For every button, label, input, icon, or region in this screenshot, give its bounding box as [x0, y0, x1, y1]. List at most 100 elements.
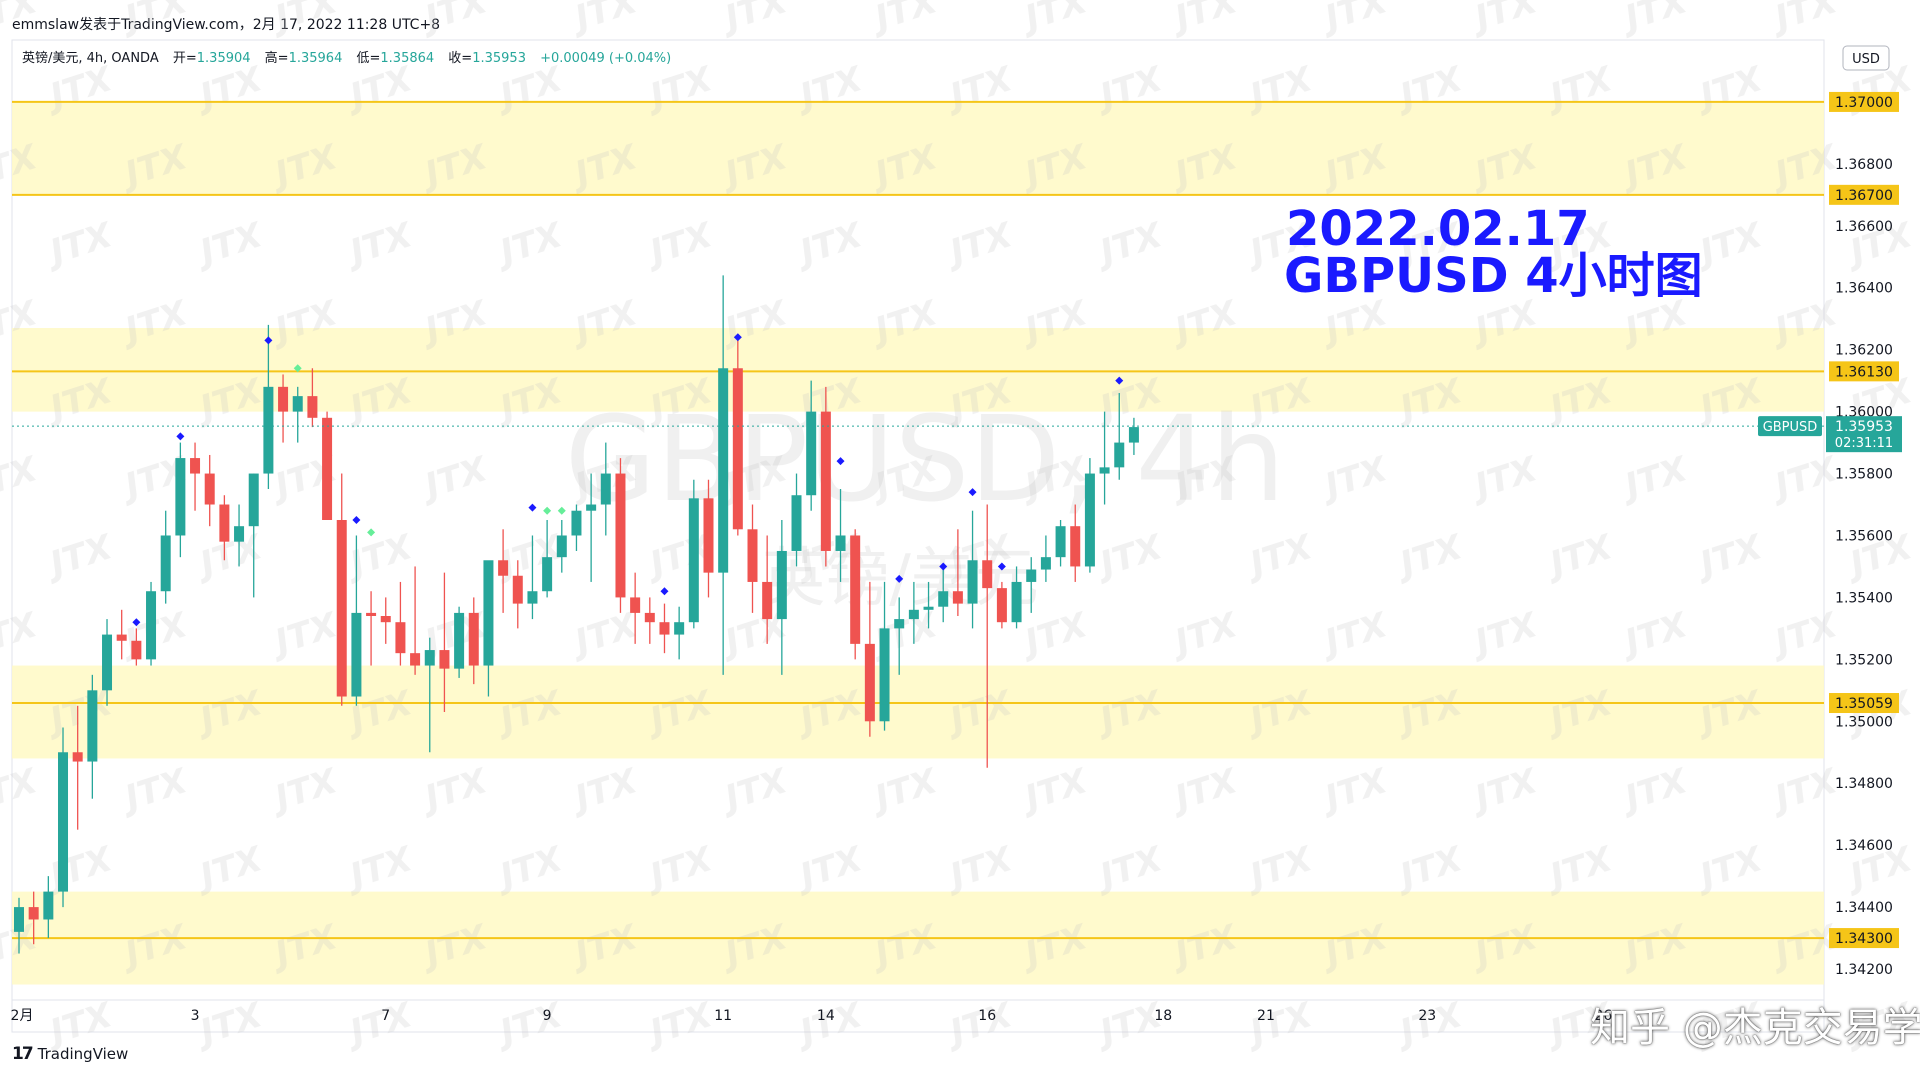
level-tags-layer: 1.37000 1.36700 1.36130 1.35059 1.34300: [1829, 91, 1899, 949]
price-tick-11: 1.36400: [1835, 281, 1893, 297]
jtx-mark-6: JTX: [865, 0, 944, 40]
candle-body-2: [43, 891, 54, 920]
signal-marker-11: [836, 457, 845, 466]
candle-37: [556, 520, 567, 573]
candle-body-17: [263, 386, 274, 474]
annotation-date: 2022.02.17: [1286, 201, 1590, 257]
currency-button-label[interactable]: USD: [1852, 52, 1880, 67]
jtx-mark-113: JTX: [1315, 605, 1394, 665]
jtx-mark-81: JTX: [415, 449, 494, 509]
signal-marker-3: [352, 516, 361, 524]
legend-high: 1.35964: [289, 51, 343, 66]
candle-body-32: [483, 560, 494, 666]
legend-symbol: 英镑/美元, 4h, OANDA: [22, 50, 159, 66]
currency-button[interactable]: USD: [1842, 45, 1890, 71]
candle-15: [234, 504, 245, 567]
legend-close-label: 收=: [448, 51, 472, 66]
level-tag-1: 1.36700: [1829, 184, 1899, 205]
candle-body-10: [160, 535, 171, 592]
currency-button-bg[interactable]: [1842, 45, 1890, 71]
jtx-mark-87: JTX: [1315, 449, 1394, 509]
jtx-mark-108: JTX: [565, 605, 644, 665]
candle-body-7: [116, 634, 127, 641]
jtx-mark-106: JTX: [265, 605, 344, 665]
signal-marker-15: [997, 562, 1006, 571]
last-price-symbol: GBPUSD: [1763, 420, 1818, 435]
candle-body-34: [512, 575, 523, 604]
candle-69: [1026, 557, 1037, 613]
level-tag-label-0: 1.37000: [1835, 95, 1893, 111]
candle-body-11: [175, 458, 186, 536]
jtx-mark-12: JTX: [1765, 0, 1844, 40]
candle-body-62: [923, 606, 934, 610]
candle-50: [747, 504, 758, 613]
jtx-mark-149: JTX: [940, 839, 1019, 899]
jtx-mark-132: JTX: [265, 761, 344, 821]
candle-body-31: [468, 612, 479, 666]
jtx-mark-5: JTX: [715, 0, 794, 40]
candle-body-13: [204, 473, 215, 505]
price-tick-0: 1.34200: [1835, 962, 1893, 978]
legend-open: 1.35904: [197, 51, 251, 66]
jtx-mark-89: JTX: [1615, 449, 1694, 509]
candle-body-23: [351, 612, 362, 697]
candle-35: [527, 535, 538, 620]
signal-marker-2: [293, 364, 302, 373]
symbol-watermark: GBPUSD, 4h: [565, 390, 1286, 528]
time-tick-6: 16: [978, 1008, 996, 1024]
jtx-mark-39: JTX: [40, 215, 119, 275]
legend-open-label: 开=: [173, 51, 197, 66]
candle-body-73: [1084, 473, 1095, 567]
candle-58: [864, 581, 875, 737]
candle-9: [146, 581, 157, 666]
jtx-mark-136: JTX: [865, 761, 944, 821]
jtx-mark-101: JTX: [1540, 527, 1619, 587]
candle-body-29: [439, 650, 450, 669]
candle-70: [1040, 535, 1051, 582]
candle-14: [219, 495, 230, 561]
candle-body-9: [146, 591, 157, 660]
candle-60: [894, 597, 905, 675]
signal-marker-8: [557, 506, 566, 515]
candle-body-0: [14, 907, 24, 932]
candle-44: [659, 603, 670, 654]
candle-body-54: [806, 411, 817, 496]
candle-body-46: [688, 498, 699, 623]
price-tick-5: 1.35200: [1835, 652, 1893, 668]
candle-59: [879, 581, 890, 731]
jtx-mark-130: JTX: [0, 761, 43, 821]
candle-54: [806, 380, 817, 511]
candle-body-25: [380, 616, 391, 623]
candle-body-68: [1011, 581, 1022, 623]
candle-0: [14, 897, 24, 954]
candle-11: [175, 442, 186, 558]
price-tick-1: 1.34400: [1835, 900, 1893, 916]
legend-high-label: 高=: [265, 50, 289, 66]
candle-body-71: [1055, 526, 1066, 558]
level-tag-0: 1.37000: [1829, 91, 1899, 112]
legend-close: 1.35953: [472, 51, 526, 66]
candle-71: [1055, 520, 1066, 567]
candle-body-75: [1114, 442, 1125, 468]
jtx-mark-147: JTX: [640, 839, 719, 899]
candle-64: [952, 529, 963, 616]
candle-16: [248, 473, 259, 598]
author-caption: emmslaw发表于TradingView.com，2月 17, 2022 11…: [12, 17, 441, 33]
candle-body-40: [600, 473, 611, 505]
jtx-mark-146: JTX: [490, 839, 569, 899]
time-tick-9: 23: [1418, 1008, 1436, 1024]
ohlc-legend: 英镑/美元, 4h, OANDA 开=1.35904 高=1.35964 低=1…: [22, 50, 671, 66]
jtx-mark-42: JTX: [490, 215, 569, 275]
jtx-mark-150: JTX: [1090, 839, 1169, 899]
candle-body-50: [747, 529, 758, 582]
candle-66: [982, 504, 993, 768]
candle-48: [718, 275, 729, 675]
tradingview-logo[interactable]: 17 TradingView: [12, 1044, 128, 1064]
jtx-mark-138: JTX: [1165, 761, 1244, 821]
credit-watermark: 知乎 @杰克交易学院: [1590, 1005, 1920, 1051]
candle-61: [908, 581, 919, 644]
candle-42: [630, 572, 641, 644]
level-tag-label-4: 1.34300: [1835, 931, 1893, 947]
candle-body-37: [556, 535, 567, 558]
